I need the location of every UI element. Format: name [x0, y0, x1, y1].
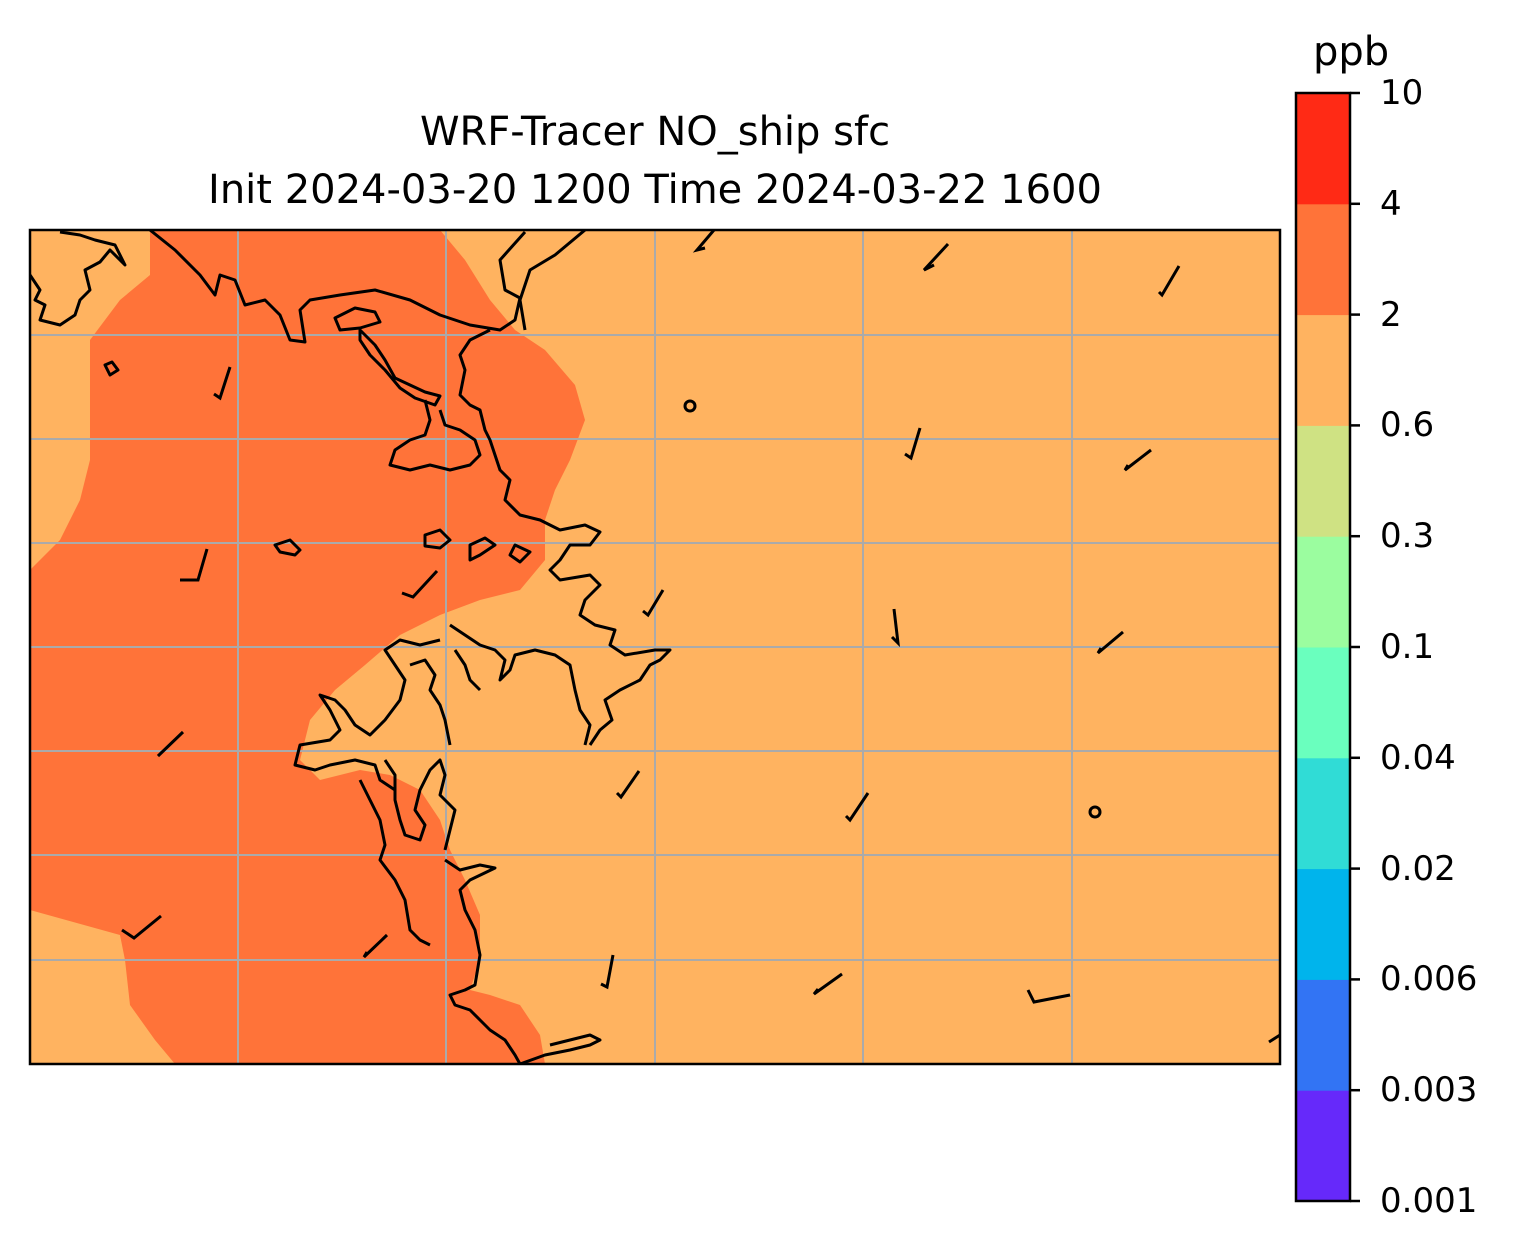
colorbar-tick-label: 0.001 [1380, 1181, 1478, 1221]
colorbar-tick-label: 0.04 [1380, 737, 1456, 778]
gridlines [30, 230, 1280, 1064]
colorbar-tick-label: 0.006 [1380, 959, 1478, 1000]
chart-title: WRF-Tracer NO_ship sfc [419, 109, 891, 155]
colorbar-segment [1296, 425, 1350, 537]
colorbar-segment [1296, 203, 1350, 316]
wind-barbs [121, 230, 1280, 1044]
colorbar-segment [1296, 979, 1350, 1091]
colorbar-segment [1296, 647, 1350, 759]
colorbar-tick-label: 0.3 [1380, 516, 1435, 557]
map-frame [28, 228, 1282, 1066]
colorbar-segment [1296, 868, 1350, 980]
colorbar-segment [1296, 1090, 1350, 1202]
colorbar-tick-label: 4 [1380, 183, 1402, 224]
colorbar-tick-label: 0.02 [1380, 848, 1456, 889]
colorbar-unit-label: ppb [1313, 29, 1390, 75]
colorbar-tick-label: 0.003 [1380, 1070, 1478, 1111]
colorbar [1294, 91, 1360, 1203]
colorbar-segment [1296, 536, 1350, 648]
colorbar-segment [1296, 314, 1350, 426]
chart-subtitle: Init 2024-03-20 1200 Time 2024-03-22 160… [208, 167, 1102, 213]
colorbar-segment [1296, 757, 1350, 870]
coastlines [30, 230, 1102, 1064]
colorbar-tick-label: 0.1 [1380, 627, 1435, 667]
colorbar-tick-label: 10 [1380, 73, 1424, 113]
colorbar-segment [1296, 93, 1350, 205]
colorbar-tick-label: 0.6 [1380, 405, 1435, 446]
colorbar-tick-label: 2 [1380, 294, 1402, 335]
